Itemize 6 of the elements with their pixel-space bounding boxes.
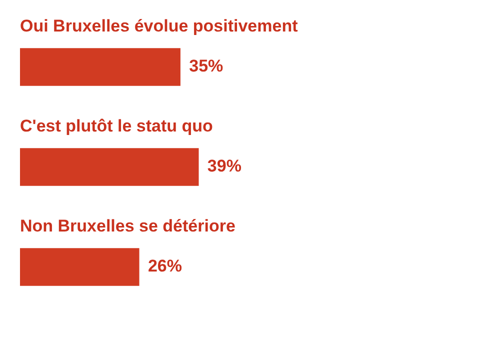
y-tick-label: Non Bruxelles se détériore [20,216,236,236]
y-tick-label: Oui Bruxelles évolue positivement [20,16,298,36]
y-tick-label: C'est plutôt le statu quo [20,116,213,136]
data-label: 35% [189,56,224,76]
data-label: 26% [148,256,182,276]
data-label: 39% [207,156,242,176]
